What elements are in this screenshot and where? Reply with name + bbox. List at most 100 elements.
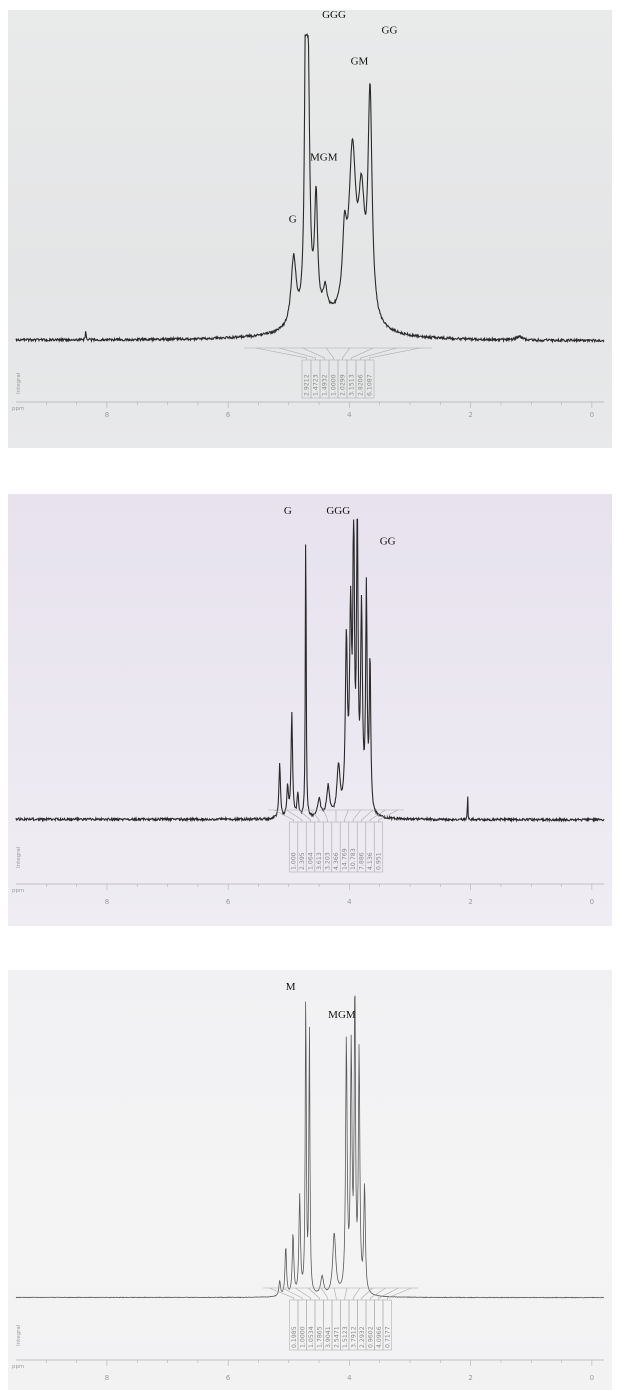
x-tick-label: 6 [226,898,231,906]
integral-lead [295,1287,312,1300]
peak-label: GG [380,536,396,548]
integral-value: 2.8206 [358,374,365,396]
integral-lead [333,1287,337,1300]
integral-value: 1.000 [291,852,298,870]
x-tick-label: 2 [468,411,472,419]
integral-group-top: 2.9212 1.4723 1.4932 1.0000 2.0299 3.1513 2.82… [244,347,432,399]
integral-group-middle: 1.000 2.395 1.064 3.613 3.203 4.366 14.769 10.7… [268,809,404,873]
integral-lead [326,347,334,360]
integral-lead [378,1287,399,1300]
nmr-spectrum-bottom: M MGM 0.1985 1.0000 1.0534 1.7865 3.9041 2.5471… [8,970,612,1390]
integral-value: 4.366 [333,852,340,870]
x-tick-label: 0 [590,411,594,419]
x-tick-label: 6 [226,1374,231,1382]
integral-lead [344,809,349,822]
integral-lead [302,347,325,360]
peak-label: M [286,981,296,993]
integral-value: 2.0299 [340,374,347,396]
integral-lead [369,809,386,822]
peak-label: G [289,213,297,225]
integral-box [382,1299,392,1351]
integral-lead [286,809,303,822]
integral-value: 3.1513 [349,374,356,396]
peak-label: GM [351,55,369,67]
x-tick-label: 0 [590,898,594,906]
integral-lead [351,347,374,360]
spectrum-chart-bottom: M MGM 0.1985 1.0000 1.0534 1.7865 3.9041 2.5471… [12,981,605,1382]
peak-label: MGM [310,151,338,163]
x-tick-label: 4 [347,898,352,906]
integral-box [364,359,375,399]
integral-value: 1.7865 [316,1326,323,1348]
integral-lead [269,1287,295,1300]
peak-label: MGM [328,1009,356,1021]
integral-value: 3.7912 [350,1326,357,1348]
integral-value: 6.1087 [367,374,374,396]
integral-lead [361,809,374,822]
x-axis-unit: ppm [12,1364,24,1370]
integral-value: 3.203 [325,852,332,870]
x-tick-label: 0 [590,1374,594,1382]
x-axis-unit: ppm [12,406,24,412]
integral-value: 0.951 [376,852,383,870]
integral-lead [308,1287,320,1300]
integral-lead [282,1287,303,1300]
integral-value: 1.064 [308,852,315,870]
x-tick-label: 6 [226,411,231,419]
integral-value: 14.769 [342,848,349,870]
integral-axis-label: Integral [16,846,22,868]
integral-lead [386,1287,412,1300]
peak-label: GGG [322,10,346,21]
spectrum-trace-middle [15,518,605,823]
integral-value: 7.886 [359,852,366,870]
spectrum-trace-bottom [15,995,605,1299]
integral-lead [361,1287,373,1300]
integral-lead [360,347,397,360]
integral-lead [342,347,350,360]
integral-value: 0.7177 [384,1326,391,1348]
integral-value: 1.0000 [299,1326,306,1348]
integral-value: 4.0966 [376,1326,383,1348]
peak-label: GG [382,24,398,36]
integral-group-bottom: 0.1985 1.0000 1.0534 1.7865 3.9041 2.5471 1.51… [263,1287,418,1351]
integral-axis-label: Integral [16,1324,22,1346]
integral-lead [255,347,307,360]
peak-label: GGG [326,505,350,517]
x-tick-label: 4 [347,411,352,419]
integral-value: 2.2932 [359,1326,366,1348]
integral-value: 1.4723 [313,374,320,396]
integral-lead [352,1287,361,1300]
integral-value: 3.613 [316,852,323,870]
x-axis-unit: ppm [12,888,24,894]
x-tick-label: 8 [105,898,109,906]
integral-value: 3.9041 [325,1326,332,1348]
integral-lead [323,809,328,822]
integral-value: 2.9212 [304,374,311,396]
spectrum-trace-top [15,32,605,344]
integral-value: 1.5123 [342,1326,349,1348]
integral-value: 4.136 [367,852,374,870]
integral-lead [378,809,398,822]
integral-value: 0.9602 [367,1326,374,1348]
integral-lead [279,347,316,360]
integral-value: 1.0000 [331,374,338,396]
integral-lead [369,347,421,360]
nmr-spectrum-middle: G GGG GG 1.000 2.395 1.064 3.613 3.203 4.366 14.7… [8,494,612,926]
integral-value: 1.0534 [308,1326,315,1348]
integral-lead [320,1287,329,1300]
integral-value: 1.4932 [322,374,329,396]
integral-lead [274,809,294,822]
integral-lead [352,809,361,822]
integral-lead [344,1287,348,1300]
integral-axis-label: Integral [16,372,22,394]
integral-value: 2.5471 [333,1326,340,1348]
integral-lead [369,1287,386,1300]
x-tick-label: 8 [105,1374,109,1382]
integral-lead [298,809,311,822]
x-tick-label: 2 [468,898,472,906]
nmr-spectrum-top: GGG GG GM MGM G 2.9212 1.4723 1.4932 1.0000 2.029… [8,10,612,448]
integral-value: 0.1985 [291,1326,298,1348]
integral-value: 10.783 [350,848,357,870]
